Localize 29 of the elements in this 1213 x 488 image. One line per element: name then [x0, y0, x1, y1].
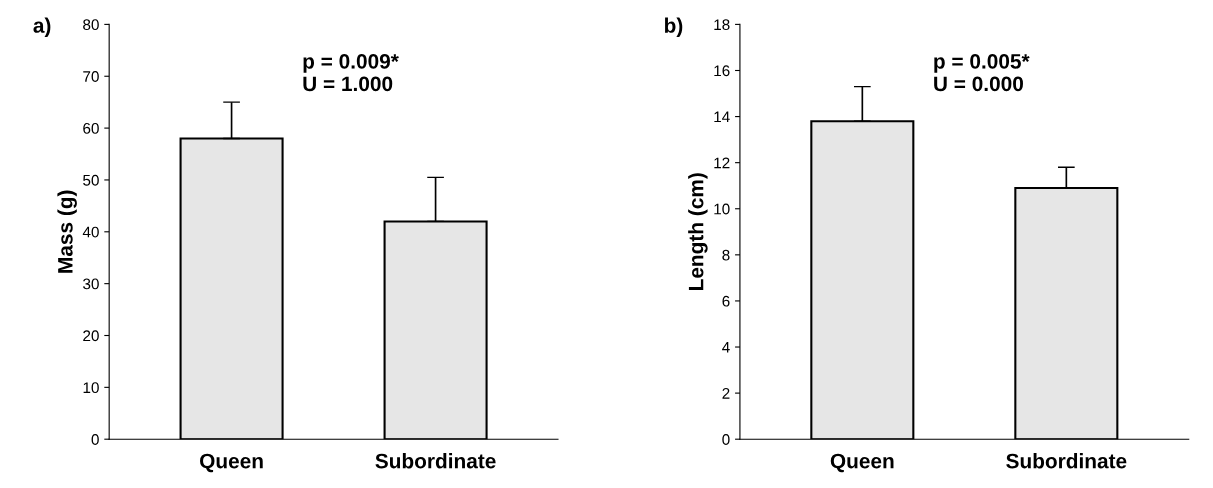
y-tick-label: 60	[83, 122, 99, 134]
y-tick-label: 8	[722, 249, 730, 261]
x-tick-label: Queen	[830, 453, 894, 473]
y-tick-label: 30	[83, 278, 99, 290]
y-axis-title: Mass (g)	[57, 190, 77, 273]
y-tick-label: 0	[722, 434, 730, 445]
y-tick-label: 20	[83, 330, 99, 342]
y-axis-title: Length (cm)	[688, 173, 708, 290]
y-tick-label: 10	[83, 382, 99, 394]
y-tick-label: 40	[82, 226, 99, 238]
y-tick-label: 0	[91, 434, 99, 445]
y-tick-label: 10	[714, 203, 730, 215]
y-tick-label: 70	[83, 71, 99, 82]
y-tick-label: 4	[722, 342, 730, 353]
annotation: p = 0.005* U = 0.000	[934, 53, 1030, 92]
x-tick-label: Subordinate	[1006, 453, 1127, 469]
y-tick-label: 18	[714, 19, 730, 31]
x-tick-label: Queen	[200, 453, 263, 473]
y-tick-label: 14	[714, 111, 730, 123]
y-tick-label: 16	[714, 65, 730, 77]
y-tick-label: 80	[83, 19, 99, 31]
chart-title: b)	[665, 17, 683, 37]
y-tick-label: 2	[722, 387, 730, 399]
y-tick-label: 6	[722, 295, 730, 307]
annotation: p = 0.009* U = 1.000	[303, 53, 399, 92]
chart-title: a)	[33, 17, 51, 37]
y-tick-label: 50	[83, 174, 99, 186]
x-tick-label: Subordinate	[375, 453, 496, 469]
y-tick-label: 12	[714, 157, 730, 169]
